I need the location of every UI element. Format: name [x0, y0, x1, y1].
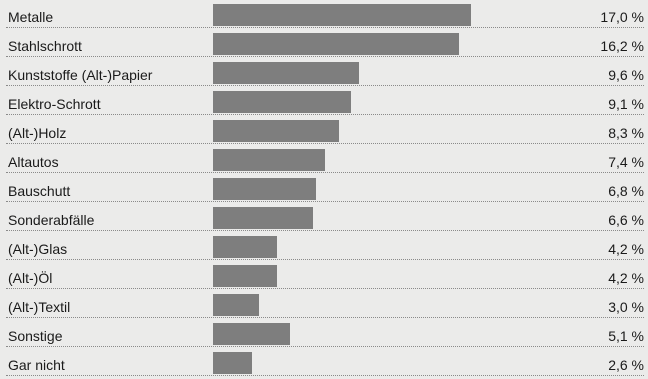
bar — [213, 91, 351, 113]
category-label: (Alt-)Glas — [8, 240, 71, 258]
value-label: 3,0 % — [605, 298, 644, 316]
category-label: Sonderabfälle — [8, 211, 98, 229]
bar-row: Elektro-Schrott 9,1 % — [0, 89, 648, 118]
dotted-leader-line — [6, 288, 644, 289]
bar-row: Gar nicht 2,6 % — [0, 350, 648, 379]
bar — [213, 120, 339, 142]
bar — [213, 236, 277, 258]
bar — [213, 323, 290, 345]
dotted-leader-line — [6, 259, 644, 260]
category-label: Sonstige — [8, 327, 66, 345]
bar — [213, 4, 471, 26]
bar-row: (Alt-)Öl 4,2 % — [0, 263, 648, 292]
value-label: 9,6 % — [605, 66, 644, 84]
value-label: 5,1 % — [605, 327, 644, 345]
value-label: 9,1 % — [605, 95, 644, 113]
value-label: 16,2 % — [597, 37, 644, 55]
dotted-leader-line — [6, 317, 644, 318]
value-label: 6,6 % — [605, 211, 644, 229]
bar — [213, 178, 316, 200]
value-label: 2,6 % — [605, 356, 644, 374]
bar-row: (Alt-)Glas 4,2 % — [0, 234, 648, 263]
bar-row: Bauschutt 6,8 % — [0, 176, 648, 205]
value-label: 4,2 % — [605, 269, 644, 287]
category-label: Stahlschrott — [8, 37, 85, 55]
bar — [213, 62, 359, 84]
category-label: Kunststoffe (Alt-)Papier — [8, 66, 156, 84]
dotted-leader-line — [6, 56, 644, 57]
category-label: Altautos — [8, 153, 62, 171]
dotted-leader-line — [6, 230, 644, 231]
bar-row: Metalle 17,0 % — [0, 2, 648, 31]
bar-row: (Alt-)Holz 8,3 % — [0, 118, 648, 147]
value-label: 7,4 % — [605, 153, 644, 171]
value-label: 8,3 % — [605, 124, 644, 142]
value-label: 6,8 % — [605, 182, 644, 200]
dotted-leader-line — [6, 346, 644, 347]
bar — [213, 294, 259, 316]
category-label: Bauschutt — [8, 182, 74, 200]
bar — [213, 149, 325, 171]
category-label: Elektro-Schrott — [8, 95, 104, 113]
dotted-leader-line — [6, 85, 644, 86]
category-label: Metalle — [8, 8, 57, 26]
category-label: (Alt-)Öl — [8, 269, 56, 287]
bar-row: Stahlschrott 16,2 % — [0, 31, 648, 60]
dotted-leader-line — [6, 27, 644, 28]
bar-row: Sonderabfälle 6,6 % — [0, 205, 648, 234]
value-label: 4,2 % — [605, 240, 644, 258]
dotted-leader-line — [6, 143, 644, 144]
bar-row: Kunststoffe (Alt-)Papier 9,6 % — [0, 60, 648, 89]
bar — [213, 33, 459, 55]
bar — [213, 265, 277, 287]
dotted-leader-line — [6, 375, 644, 376]
category-label: (Alt-)Textil — [8, 298, 74, 316]
dotted-leader-line — [6, 201, 644, 202]
bar — [213, 207, 313, 229]
bar — [213, 352, 252, 374]
category-label: Gar nicht — [8, 356, 68, 374]
category-label: (Alt-)Holz — [8, 124, 70, 142]
dotted-leader-line — [6, 172, 644, 173]
dotted-leader-line — [6, 114, 644, 115]
bar-row: Sonstige 5,1 % — [0, 321, 648, 350]
bar-row: Altautos 7,4 % — [0, 147, 648, 176]
value-label: 17,0 % — [597, 8, 644, 26]
bar-row: (Alt-)Textil 3,0 % — [0, 292, 648, 321]
